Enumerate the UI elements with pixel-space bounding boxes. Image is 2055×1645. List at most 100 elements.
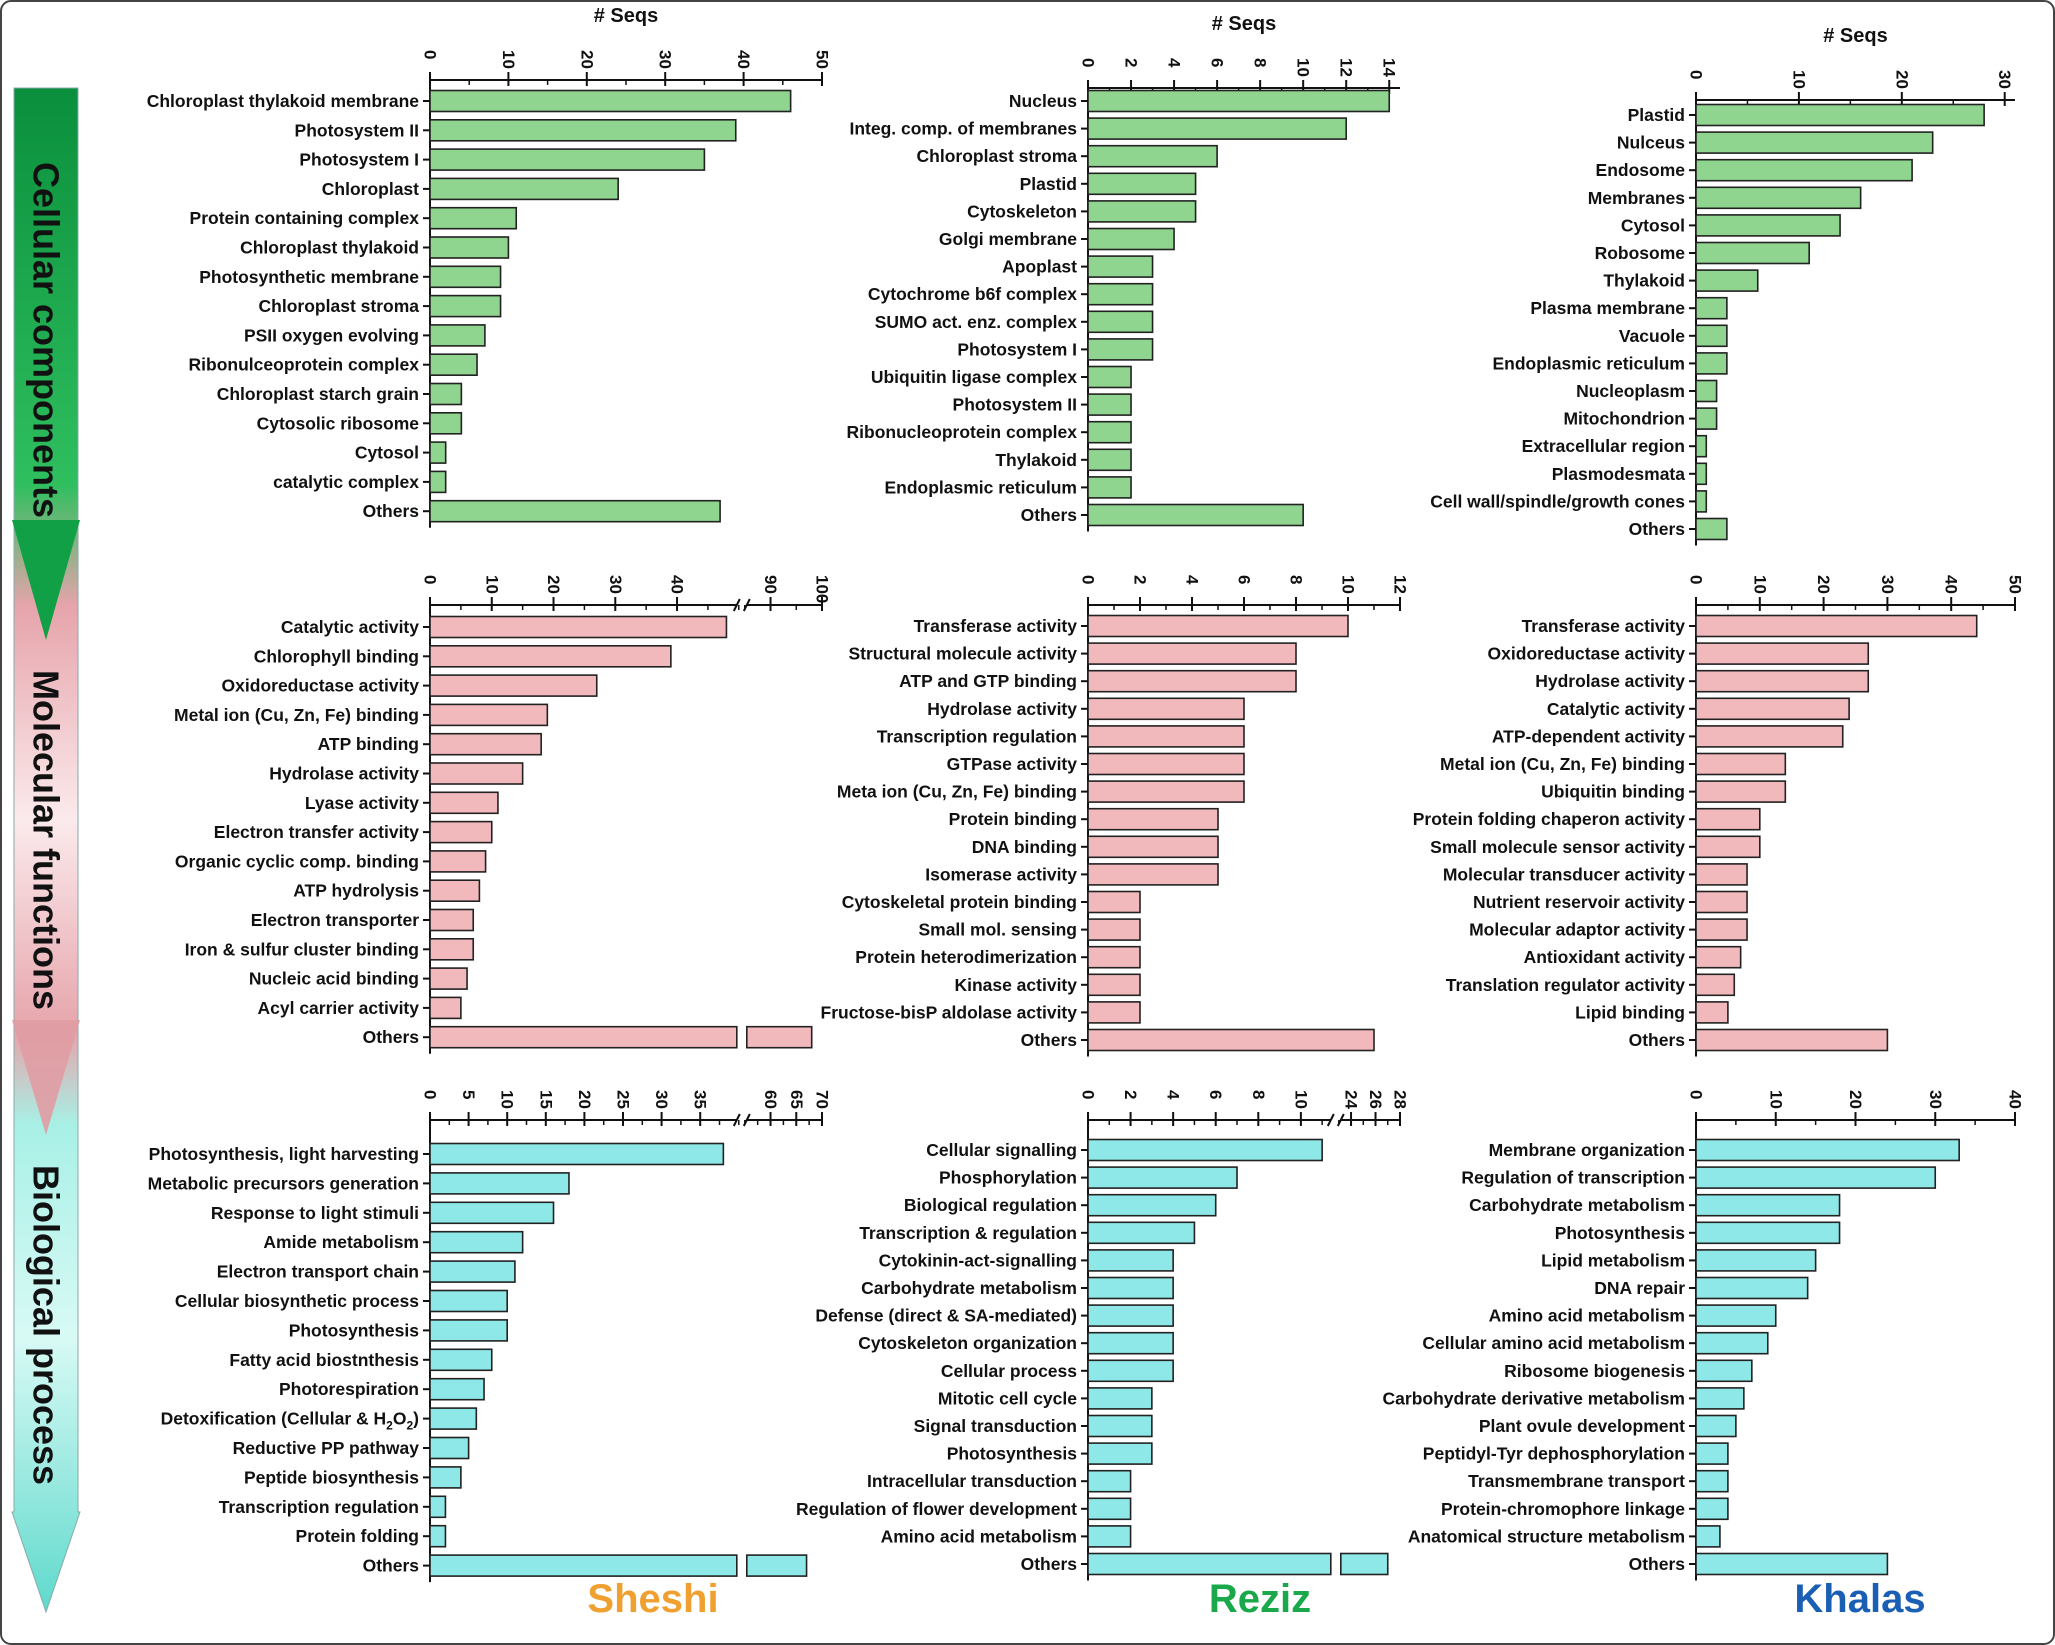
category-label: Ribonulceoprotein complex [189,355,420,375]
category-label: catalytic complex [273,472,419,492]
category-label: Transmembrane transport [1468,1471,1685,1491]
x-tick-label: 24 [1342,1090,1361,1109]
category-label: Photosynthesis [1555,1223,1686,1243]
x-tick-label: 65 [787,1090,806,1109]
x-tick-label: 50 [2006,575,2025,594]
category-label: Chlorophyll binding [254,646,419,666]
bar-catalytic-activity [429,615,728,639]
category-label: Response to light stimuli [211,1203,419,1223]
cultivar-label-khalas: Khalas [1794,1577,1925,1621]
category-label: ATP binding [318,734,419,754]
category-label: Intracellular transduction [867,1471,1077,1491]
category-label: Photorespiration [279,1379,419,1399]
category-label: Transferase activity [914,616,1078,636]
x-tick-label: 6 [1206,1090,1225,1099]
chart-panel-cellular-Reziz: 0 2 4 6 8 10 12 14 # Seqs Nucleus Integ. comp. of … [847,13,1400,532]
bar-atp-binding [429,732,542,756]
category-label: Antioxidant activity [1524,947,1686,967]
bar-cytosolic-ribosome [429,411,463,435]
x-tick-label: 5 [459,1090,478,1099]
bar-photosystem-i [1087,338,1154,361]
category-label: Reductive PP pathway [233,1438,420,1458]
category-label: Protein folding [296,1526,419,1546]
x-tick-label: 8 [1249,1090,1268,1099]
category-label: Meta ion (Cu, Zn, Fe) binding [837,782,1077,802]
bar-cellular-amino-acid-metabolism [1695,1331,1769,1355]
category-label: Peptidyl-Tyr dephosphorylation [1423,1444,1685,1464]
category-label: Catalytic activity [1547,699,1685,719]
bar-lyase-activity [429,791,499,815]
category-label: Hydrolase activity [269,764,419,784]
category-label: Cytosol [355,443,419,463]
bar-mitotic-cell-cycle [1087,1387,1153,1410]
bar-ubiquitin-binding [1695,780,1787,803]
bar-chlorophyll-binding [429,644,672,668]
x-tick-label: 0 [421,50,440,59]
category-label: DNA binding [972,837,1077,857]
bar-robosome [1695,241,1810,265]
bar-ubiquitin-ligase-complex [1087,365,1132,389]
bar-structural-molecule-activity [1087,642,1297,665]
category-label: Photosystem I [957,339,1077,359]
category-label: Robosome [1595,243,1686,263]
category-label: Kinase activity [954,975,1077,995]
bar-amide-metabolism [429,1230,524,1254]
category-label: Chloroplast starch grain [217,384,419,404]
bar-others [429,1554,738,1577]
bar-others [1695,517,1728,541]
x-tick-label: 90 [761,575,780,594]
bar-transmembrane-transport [1695,1469,1729,1493]
category-label: Nulceus [1617,133,1685,153]
category-label: Anatomical structure metabolism [1408,1526,1685,1546]
bar-protein-binding [1087,807,1219,831]
category-label: Protein binding [949,809,1077,829]
bar-chloroplast-starch-grain [429,382,463,406]
x-tick-label: 30 [1926,1090,1945,1109]
category-label: Detoxification (Cellular & H2O2) [161,1409,419,1433]
chart-panel-molecular-Reziz: 0 2 4 6 8 10 12 Transferase activity Structural … [821,575,1410,1057]
category-label: Lipid metabolism [1541,1250,1685,1270]
x-tick-label: 60 [761,1090,780,1109]
category-label: Nutrient reservoir activity [1473,892,1685,912]
category-label: Electron transporter [251,910,419,930]
bar-others-continued [745,1025,813,1049]
category-label: Cellular amino acid metabolism [1422,1333,1685,1353]
x-tick-label: 20 [577,50,596,69]
bar-hydrolase-activity [1695,669,1870,693]
x-tick-label: 30 [606,575,625,594]
x-tick-label: 20 [1814,575,1833,594]
x-tick-label: 30 [652,1090,671,1109]
x-tick-label: 10 [499,50,518,69]
bar-endoplasmic-reticulum [1695,352,1728,375]
bar-peptide-biosynthesis [429,1466,462,1489]
category-label: Thylakoid [1603,271,1685,291]
x-tick-label: 6 [1235,575,1254,584]
bar-cytosol [1695,214,1841,237]
x-axis-title: # Seqs [1212,13,1276,35]
bar-meta-ion-cu-zn-fe-binding [1087,780,1245,803]
bar-hydrolase-activity [1087,697,1245,721]
category-label: Endosome [1596,160,1686,180]
category-label: Cytosol [1621,215,1685,235]
bar-plasma-membrane [1695,296,1728,320]
bar-nucleoplasm [1695,379,1718,403]
category-label: Carbohydrate derivative metabolism [1383,1388,1685,1408]
x-tick-label: 0 [1079,575,1098,584]
category-label: Fatty acid biostnthesis [229,1350,419,1370]
bar-phosphorylation [1087,1166,1238,1189]
bar-others [1087,503,1304,527]
category-label: Electron transfer activity [214,822,419,842]
category-label: Protein heterodimerization [855,947,1077,967]
category-label: Cell wall/spindle/growth cones [1430,491,1685,511]
category-label: Endoplasmic reticulum [1492,353,1685,373]
category-label: Photosystem II [295,120,419,140]
bar-antioxidant-activity [1695,945,1742,969]
bar-dna-repair [1695,1276,1809,1300]
category-label: Integ. comp. of membranes [849,119,1077,139]
category-label: Protein folding chaperon activity [1413,809,1686,829]
category-label: Carbohydrate metabolism [1469,1195,1685,1215]
x-tick-label: 0 [1687,1090,1706,1099]
x-tick-label: 4 [1165,58,1184,68]
category-label: Transcription regulation [877,726,1077,746]
